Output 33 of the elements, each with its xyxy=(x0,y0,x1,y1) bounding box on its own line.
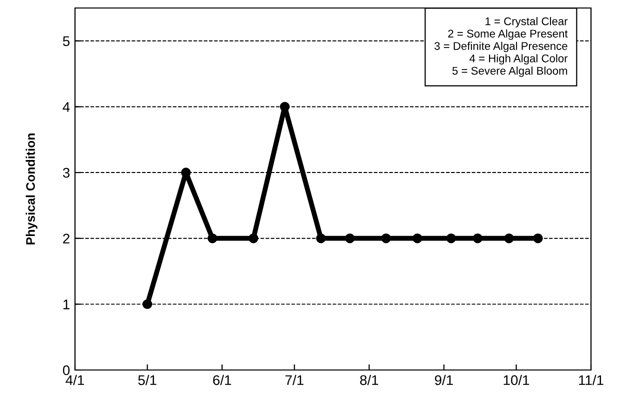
x-tick-label: 7/1 xyxy=(285,374,304,386)
x-tick-label: 8/1 xyxy=(360,374,378,386)
point xyxy=(316,234,326,244)
point xyxy=(412,234,422,244)
annotation: 1 = Crystal Clear xyxy=(486,17,568,28)
y-tick-label: 5 xyxy=(62,36,70,46)
annotation: 3 = Definite Algal Presence xyxy=(434,42,568,52)
point xyxy=(208,234,218,244)
point xyxy=(446,234,456,244)
y-tick-label: 2 xyxy=(63,234,70,244)
point xyxy=(181,168,191,178)
annotation: 2 = Some Algae Present xyxy=(448,29,568,40)
point xyxy=(504,234,514,244)
y-tick-label: 0 xyxy=(62,365,70,376)
point xyxy=(345,234,355,244)
x-tick-label: 5/1 xyxy=(138,374,156,386)
point xyxy=(248,234,258,244)
x-tick-label: 11/1 xyxy=(579,374,604,386)
y-axis-title: Physical Condition xyxy=(26,134,38,244)
x-tick-label: 10/1 xyxy=(504,374,530,386)
y-tick-label: 1 xyxy=(63,300,70,310)
point xyxy=(381,234,391,244)
x-tick-label: 6/1 xyxy=(213,374,232,386)
x-tick-label: 9/1 xyxy=(434,374,453,386)
x-tick-label: 4/1 xyxy=(66,374,84,386)
point xyxy=(472,234,483,244)
y-tick-label: 4 xyxy=(62,102,70,112)
point xyxy=(142,299,152,310)
annotation: 5 = Severe Algal Bloom xyxy=(452,66,568,77)
point xyxy=(280,102,290,112)
point xyxy=(533,234,543,244)
annotation: 4 = High Algal Color xyxy=(470,54,568,65)
y-tick-label: 3 xyxy=(62,168,70,178)
